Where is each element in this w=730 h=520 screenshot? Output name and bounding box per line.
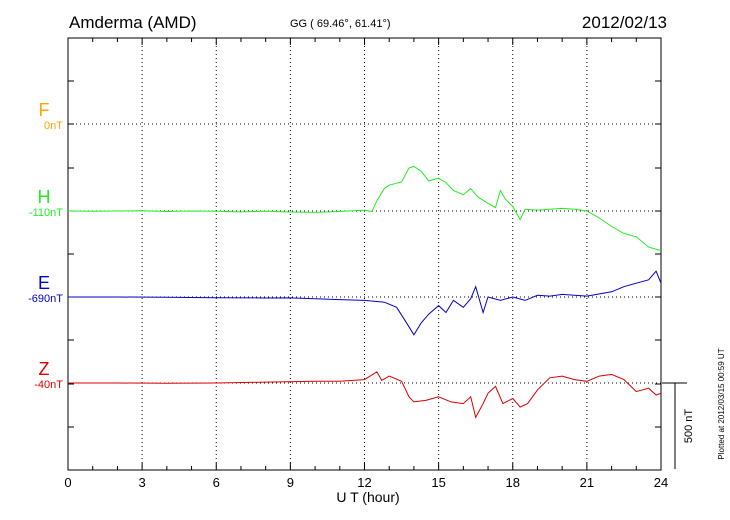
x-tick-label: 12 (357, 475, 371, 490)
series-name-f: F (39, 100, 50, 120)
series-baseline-e: -690nT (28, 293, 63, 305)
grid (68, 38, 661, 470)
coordinates: GG ( 69.46°, 61.41°) (290, 18, 391, 30)
series-baseline-f: 0nT (44, 120, 63, 132)
series-name-z: Z (39, 359, 50, 379)
x-axis-label: U T (hour) (336, 489, 399, 505)
date: 2012/02/13 (582, 13, 667, 32)
scale-bar: 500 nT (662, 382, 695, 469)
series-baseline-h: -110nT (29, 207, 63, 219)
x-tick-label: 6 (213, 475, 220, 490)
axis-ticks (67, 37, 662, 471)
plotted-note: Plotted at 2012/03/15 00:59 UT (717, 348, 726, 459)
station-title: Amderma (AMD) (69, 13, 197, 32)
x-tick-label: 0 (64, 475, 71, 490)
scale-bar-label: 500 nT (683, 409, 695, 444)
series-line-z (68, 371, 662, 419)
x-tick-label: 15 (431, 475, 445, 490)
series-baseline-z: -40nT (34, 379, 63, 391)
x-tick-label: 9 (287, 475, 294, 490)
series-name-e: E (38, 273, 50, 293)
series-name-h: H (38, 187, 51, 207)
series-line-e (68, 270, 662, 336)
x-tick-label: 3 (139, 475, 146, 490)
series-lines (67, 165, 662, 419)
x-tick-label: 18 (506, 475, 520, 490)
x-tick-label: 21 (580, 475, 594, 490)
x-tick-labels: 0 3 6 9 12 15 18 21 24 (64, 475, 668, 490)
series-line-h (67, 165, 662, 252)
x-tick-label: 24 (654, 475, 668, 490)
